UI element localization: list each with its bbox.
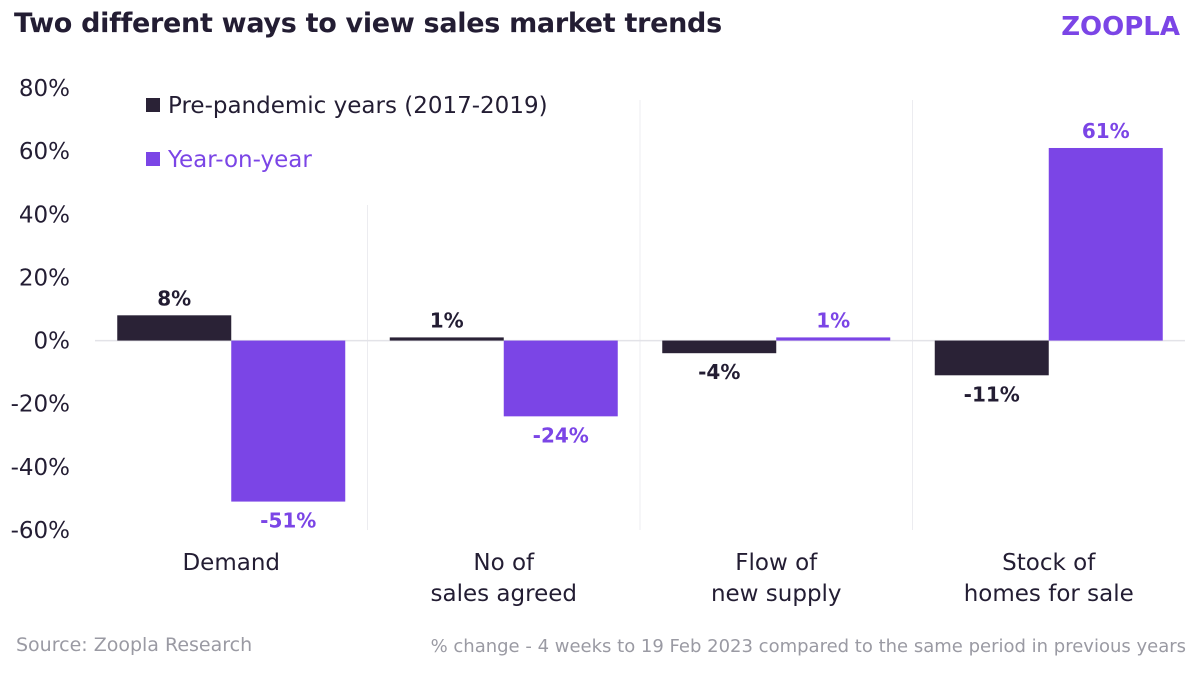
bar-pre-pandemic (934, 340, 1049, 376)
chart-title: Two different ways to view sales market … (14, 8, 722, 39)
y-tick-label: 60% (19, 139, 70, 165)
legend-label-year-on-year: Year-on-year (168, 147, 312, 173)
data-label: -4% (698, 360, 740, 384)
category-label: new supply (711, 581, 842, 607)
y-tick-label: -60% (11, 518, 70, 544)
category-label: Demand (182, 550, 280, 576)
data-label: 8% (157, 286, 191, 310)
bar-pre-pandemic (389, 337, 504, 341)
legend-swatch-pre-pandemic (146, 97, 160, 112)
bar-chart: 80% 60% 40% 20% 0% -20% -40% -60% 8% -51% Demand 1%… (11, 76, 1185, 607)
data-label: 1% (816, 308, 850, 332)
y-tick-label: 40% (19, 202, 70, 228)
bar-pre-pandemic (117, 315, 232, 341)
zoopla-logo: ZOOPLA (1061, 12, 1180, 42)
bar-year-on-year (231, 340, 346, 502)
data-label: -11% (964, 382, 1020, 406)
category-label: No of (473, 550, 535, 576)
bar-pre-pandemic (662, 340, 777, 354)
data-label: 61% (1082, 119, 1130, 143)
category-label: Flow of (735, 550, 818, 576)
footnote: % change - 4 weeks to 19 Feb 2023 compar… (430, 636, 1186, 657)
y-tick-label: -20% (11, 392, 70, 418)
y-tick-label: 80% (19, 76, 70, 102)
bar-year-on-year (1048, 147, 1163, 341)
y-tick-label: 0% (34, 329, 71, 355)
legend-item-pre-pandemic: Pre-pandemic years (2017-2019) (146, 93, 548, 119)
category-label: Stock of (1002, 550, 1096, 576)
legend-item-year-on-year: Year-on-year (146, 147, 312, 173)
bar-year-on-year (776, 337, 891, 341)
category-label: homes for sale (964, 581, 1134, 607)
data-label: -51% (260, 509, 316, 533)
legend-swatch-year-on-year (146, 151, 160, 166)
category-label: sales agreed (431, 581, 577, 607)
y-tick-label: -40% (11, 455, 70, 481)
bar-year-on-year (503, 340, 618, 417)
source-note: Source: Zoopla Research (16, 634, 253, 656)
data-label: 1% (430, 308, 464, 332)
data-label: -24% (533, 423, 589, 447)
legend-label-pre-pandemic: Pre-pandemic years (2017-2019) (168, 93, 548, 119)
y-tick-label: 20% (19, 265, 70, 291)
